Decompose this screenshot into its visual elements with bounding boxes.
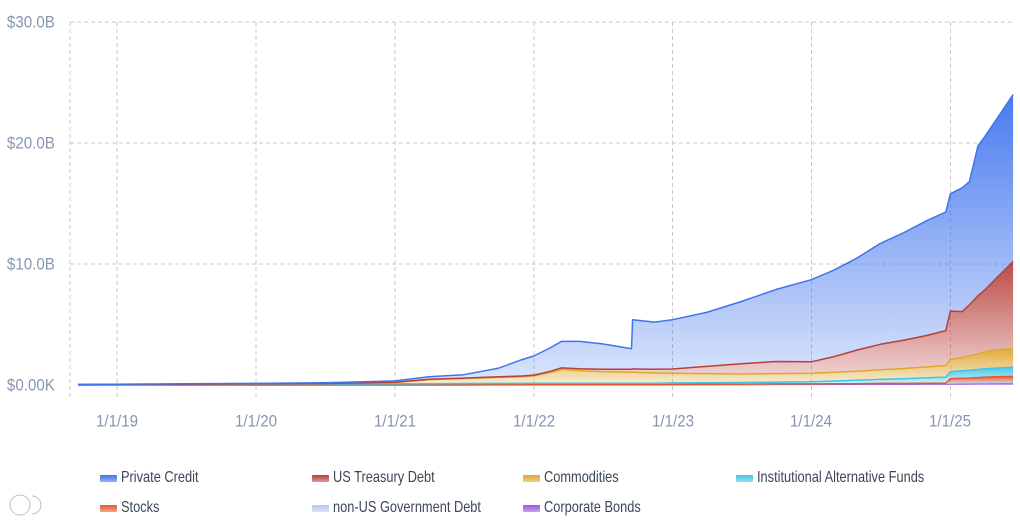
line-stocks xyxy=(77,375,1014,386)
x-axis-labels: 1/1/19 1/1/20 1/1/21 1/1/22 1/1/23 1/1/24 1/1/… xyxy=(96,411,972,431)
x-tick-label: 1/1/21 xyxy=(373,411,417,431)
y-tick-label: $30.0B xyxy=(7,12,55,32)
legend-label: Corporate Bonds xyxy=(544,499,641,516)
x-tick-label: 1/1/23 xyxy=(651,411,694,431)
legend-label: Commodities xyxy=(544,469,619,486)
legend-item-institutional-alternative-funds[interactable]: Institutional Alternative Funds xyxy=(736,463,948,493)
legend-item-private-credit[interactable]: Private Credit xyxy=(100,463,312,493)
y-tick-label: $20.0B xyxy=(7,133,55,153)
legend-label: Private Credit xyxy=(121,469,199,486)
legend-item-us-treasury-debt[interactable]: US Treasury Debt xyxy=(312,463,523,493)
y-axis-labels: $0.00K $10.0B $20.0B $30.0B xyxy=(0,0,55,440)
legend-item-stocks[interactable]: Stocks xyxy=(100,493,312,523)
legend: Private Credit US Treasury Debt Commoditie… xyxy=(100,463,948,523)
watermark xyxy=(6,490,50,520)
legend-swatch xyxy=(312,474,329,482)
x-tick-label: 1/1/19 xyxy=(96,411,139,431)
legend-swatch xyxy=(523,504,540,512)
legend-swatch xyxy=(736,474,753,482)
area-commodities xyxy=(78,348,1014,385)
legend-swatch xyxy=(100,474,117,482)
y-tick-label: $0.00K xyxy=(7,375,55,395)
line-private-credit xyxy=(77,94,1014,386)
legend-swatch xyxy=(523,474,540,482)
area-private-credit xyxy=(78,94,1014,385)
legend-item-commodities[interactable]: Commodities xyxy=(523,463,736,493)
legend-label: Stocks xyxy=(121,499,160,516)
legend-item-corporate-bonds[interactable]: Corporate Bonds xyxy=(523,493,736,523)
line-us-treasury-debt xyxy=(77,260,1014,386)
legend-item-non-us-government-debt[interactable]: non-US Government Debt xyxy=(312,493,523,523)
stacked-area-chart xyxy=(69,21,1015,398)
series-lines xyxy=(77,94,1014,386)
legend-swatch xyxy=(312,504,329,512)
x-tick-label: 1/1/24 xyxy=(790,411,833,431)
x-tick-label: 1/1/22 xyxy=(512,411,555,431)
y-tick-label: $10.0B xyxy=(7,254,55,274)
watermark-logo-icon xyxy=(8,493,43,517)
legend-label: US Treasury Debt xyxy=(333,469,435,486)
x-tick-label: 1/1/20 xyxy=(234,411,277,431)
x-tick-label: 1/1/25 xyxy=(929,411,972,431)
line-institutional-alternative-funds xyxy=(77,366,1014,386)
legend-label: Institutional Alternative Funds xyxy=(757,469,925,486)
legend-swatch xyxy=(100,504,117,512)
legend-label: non-US Government Debt xyxy=(333,499,481,516)
